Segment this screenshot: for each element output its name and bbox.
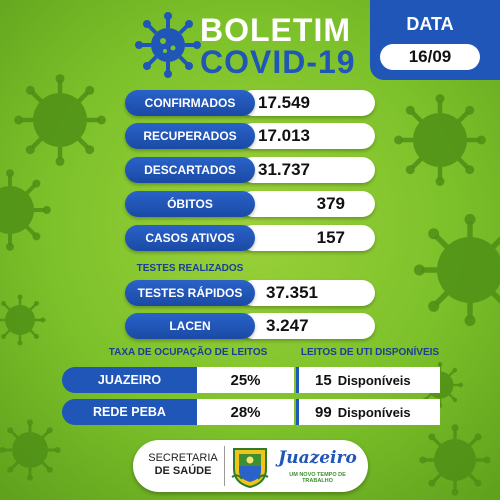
rede-peba-available-label: Disponíveis bbox=[337, 404, 411, 420]
rede-peba-label: REDE PEBA bbox=[62, 399, 197, 425]
virus-decoration bbox=[0, 293, 47, 347]
juazeiro-label: JUAZEIRO bbox=[62, 367, 197, 393]
table-divider bbox=[296, 399, 299, 425]
testes-rapidos-label: TESTES RÁPIDOS bbox=[125, 280, 255, 306]
descartados-value: 31.737 bbox=[240, 157, 375, 183]
recuperados-value: 17.013 bbox=[240, 123, 375, 149]
rede-peba-available-count: 99 bbox=[315, 403, 332, 421]
city-coat-of-arms-icon bbox=[231, 448, 269, 489]
rede-peba-occupancy: 28% bbox=[197, 399, 294, 425]
testes-rapidos-value: 37.351 bbox=[240, 280, 375, 306]
secretaria-saude-text: SECRETARIA DE SAÚDE bbox=[143, 452, 223, 478]
juazeiro-available: 15 Disponíveis bbox=[299, 367, 440, 393]
virus-decoration bbox=[417, 422, 493, 498]
virus-decoration bbox=[414, 214, 500, 326]
secretaria-line1: SECRETARIA bbox=[148, 452, 218, 464]
juazeiro-occupancy: 25% bbox=[197, 367, 294, 393]
virus-decoration bbox=[394, 94, 486, 186]
confirmados-label: CONFIRMADOS bbox=[125, 90, 255, 116]
obitos-value: 379 bbox=[240, 191, 375, 217]
juazeiro-logo-text: Juazeiro bbox=[278, 448, 357, 468]
table-divider bbox=[296, 367, 299, 393]
casos-ativos-label: CASOS ATIVOS bbox=[125, 225, 255, 251]
secretaria-line2: DE SAÚDE bbox=[154, 465, 212, 477]
juazeiro-available-count: 15 bbox=[315, 371, 332, 389]
virus-logo-icon bbox=[135, 12, 201, 78]
confirmados-value: 17.549 bbox=[240, 90, 375, 116]
virus-decoration bbox=[14, 74, 106, 166]
virus-decoration bbox=[0, 169, 51, 251]
rede-peba-available: 99 Disponíveis bbox=[299, 399, 440, 425]
obitos-label: ÓBITOS bbox=[125, 191, 255, 217]
lacen-label: LACEN bbox=[125, 313, 255, 339]
date-value: 16/09 bbox=[380, 44, 480, 70]
leitos-uti-title: LEITOS DE UTI DISPONÍVEIS bbox=[300, 347, 440, 358]
recuperados-label: RECUPERADOS bbox=[125, 123, 255, 149]
covid-title: COVID-19 bbox=[200, 44, 356, 80]
descartados-label: DESCARTADOS bbox=[125, 157, 255, 183]
lacen-value: 3.247 bbox=[240, 313, 375, 339]
testes-realizados-title: TESTES REALIZADOS bbox=[136, 263, 244, 274]
juazeiro-slogan: UM NOVO TEMPO DE TRABALHO bbox=[289, 472, 346, 484]
date-label: DATA bbox=[406, 14, 454, 34]
boletim-title: BOLETIM bbox=[200, 12, 351, 48]
footer-divider bbox=[224, 446, 225, 486]
casos-ativos-value: 157 bbox=[240, 225, 375, 251]
virus-decoration bbox=[0, 417, 63, 483]
ocupacao-leitos-title: TAXA DE OCUPAÇÃO DE LEITOS bbox=[108, 347, 268, 358]
juazeiro-available-label: Disponíveis bbox=[337, 372, 411, 388]
